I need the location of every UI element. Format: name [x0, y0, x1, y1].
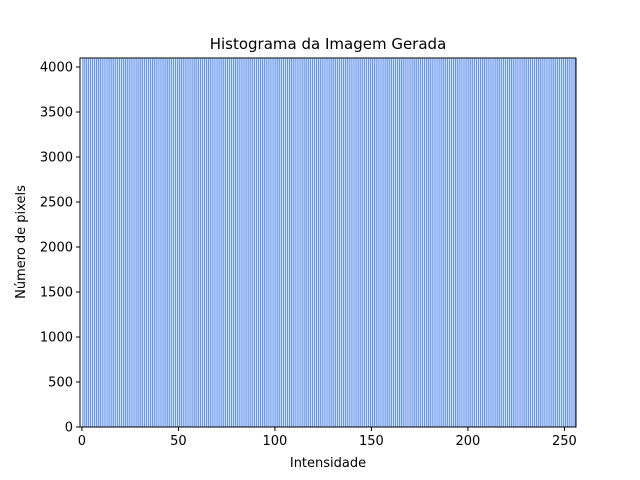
bars-group — [81, 58, 577, 428]
y-tick-label: 1000 — [40, 331, 73, 346]
x-tick-label: 50 — [170, 434, 187, 449]
x-axis-ticks: 0 50 100 150 200 250 — [78, 427, 577, 449]
x-axis-label: Intensidade — [290, 456, 366, 471]
y-axis-ticks: 0 500 1000 1500 2000 2500 3000 3500 4000 — [40, 61, 80, 436]
y-axis-label: Número de pixels — [14, 185, 29, 299]
x-tick-label: 100 — [263, 434, 288, 449]
x-tick-label: 200 — [456, 434, 481, 449]
plot-frame — [79, 57, 577, 428]
y-tick-label: 2000 — [40, 241, 73, 256]
x-tick-label: 250 — [552, 434, 577, 449]
x-tick-label: 0 — [78, 434, 86, 449]
y-tick-label: 0 — [65, 421, 73, 436]
y-tick-label: 4000 — [40, 61, 73, 76]
y-tick-label: 3500 — [40, 106, 73, 121]
y-tick-label: 1500 — [40, 286, 73, 301]
x-tick-label: 150 — [359, 434, 384, 449]
chart-title: Histograma da Imagem Gerada — [210, 35, 447, 53]
y-tick-label: 3000 — [40, 151, 73, 166]
y-tick-label: 2500 — [40, 196, 73, 211]
y-tick-label: 500 — [48, 376, 73, 391]
